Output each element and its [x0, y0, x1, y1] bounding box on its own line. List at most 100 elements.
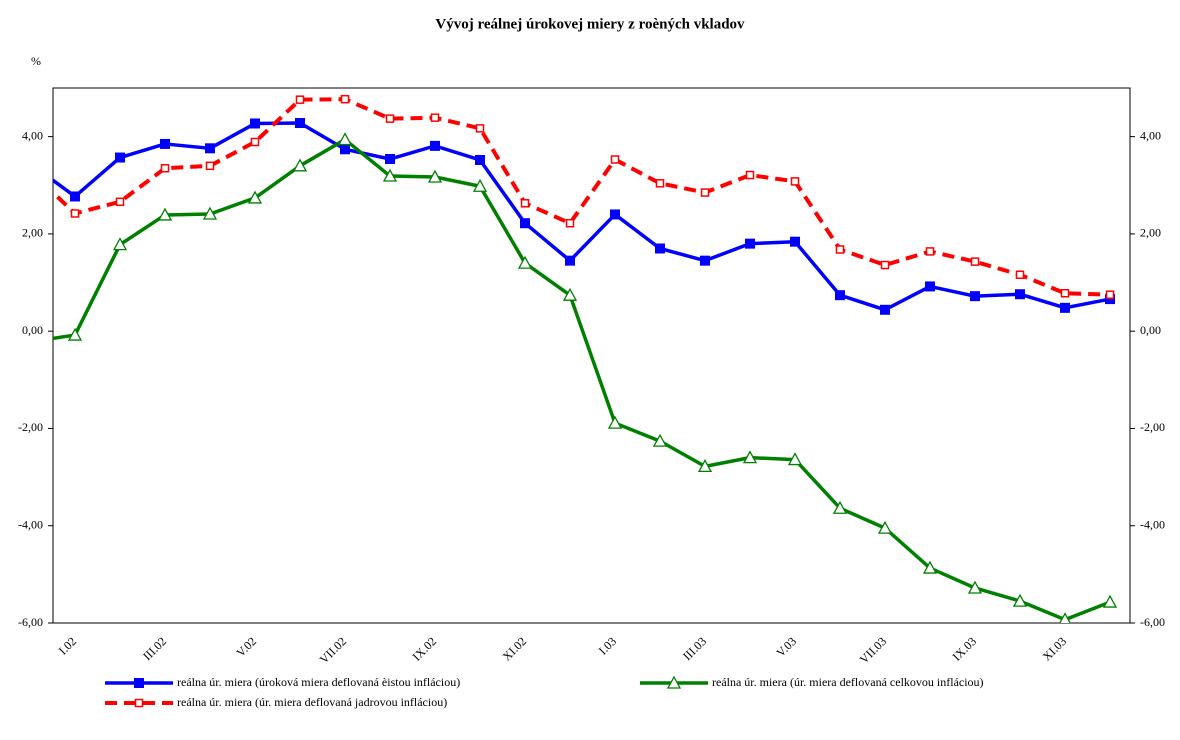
y2-tick-label: -2,00	[1140, 420, 1165, 434]
x-tick-label: III.02	[140, 634, 169, 663]
point	[25, 158, 35, 168]
x-tick-label: V.03	[774, 634, 800, 660]
point	[745, 238, 755, 249]
legend-label: reálna úr. miera (úroková miera deflovan…	[177, 675, 460, 689]
point	[115, 197, 125, 207]
point	[1102, 594, 1118, 608]
point	[250, 118, 260, 129]
point	[430, 113, 440, 122]
point	[790, 177, 800, 186]
point	[790, 236, 800, 247]
point	[700, 188, 710, 197]
point	[835, 290, 845, 301]
point	[295, 95, 305, 104]
point	[1012, 593, 1028, 607]
point	[1105, 290, 1115, 299]
legend-label: reálna úr. miera (úr. miera deflovaná ce…	[712, 675, 984, 689]
point	[340, 144, 350, 155]
point	[205, 143, 215, 154]
point	[520, 199, 530, 208]
point	[787, 452, 803, 466]
point	[247, 190, 263, 204]
y-tick-label: 4,00	[22, 128, 43, 142]
point	[925, 247, 935, 256]
point	[922, 560, 938, 574]
point	[697, 459, 713, 473]
point	[295, 118, 305, 129]
point	[517, 255, 533, 269]
x-tick-label: IX.02	[410, 634, 439, 663]
y-tick-label: -4,00	[18, 517, 43, 531]
plot-frame	[52, 87, 1131, 624]
point	[880, 304, 890, 315]
legend-label: reálna úr. miera (úr. miera deflovaná ja…	[177, 695, 447, 709]
point	[430, 140, 440, 151]
y2-tick-label: 0,00	[1140, 323, 1161, 337]
y-tick-label: 2,00	[22, 226, 43, 240]
point	[655, 179, 665, 188]
point	[1060, 302, 1070, 313]
x-tick-label: XI.02	[500, 634, 529, 663]
point	[157, 207, 173, 221]
point	[205, 161, 215, 171]
legend-marker	[666, 675, 682, 689]
x-tick-label: V.02	[234, 634, 260, 660]
point	[27, 167, 34, 174]
point	[832, 500, 848, 514]
y-axis-label: %	[31, 54, 41, 68]
point	[160, 138, 170, 149]
series-line	[53, 137, 1111, 622]
point	[1015, 289, 1025, 300]
point	[562, 287, 578, 301]
x-tick-label: IX.03	[950, 634, 979, 663]
y-tick-label: -2,00	[18, 420, 43, 434]
point	[427, 169, 443, 183]
point	[202, 206, 218, 220]
point	[475, 154, 485, 165]
point	[742, 450, 758, 464]
point	[475, 124, 485, 133]
point	[1105, 294, 1115, 305]
point	[115, 152, 125, 163]
chart-title: Vývoj reálnej úrokovej miery z roèných v…	[435, 16, 745, 32]
x-tick-label: III.03	[680, 634, 709, 663]
point	[967, 580, 983, 594]
point	[970, 257, 980, 266]
point	[292, 158, 308, 172]
series-line	[53, 121, 1111, 312]
point	[565, 218, 575, 228]
point	[1060, 288, 1070, 298]
point	[385, 154, 395, 165]
point	[520, 218, 530, 229]
point	[880, 260, 890, 270]
point	[970, 291, 980, 302]
point	[745, 170, 755, 180]
point	[112, 237, 128, 251]
y2-tick-label: 4,00	[1140, 128, 1161, 142]
y2-tick-label: -6,00	[1140, 615, 1165, 629]
point	[610, 155, 620, 164]
point	[565, 255, 575, 266]
point	[70, 191, 80, 202]
point	[160, 164, 170, 173]
point	[24, 336, 36, 347]
x-tick-label: XI.03	[1040, 634, 1069, 663]
point	[382, 168, 398, 182]
y-tick-label: 0,00	[22, 323, 43, 337]
y2-tick-label: -4,00	[1140, 517, 1165, 531]
y2-tick-label: 2,00	[1140, 226, 1161, 240]
point	[472, 178, 488, 192]
point	[67, 327, 83, 341]
x-tick-label: I.03	[596, 634, 619, 657]
plot-area	[24, 94, 1118, 623]
point	[607, 415, 623, 429]
point	[250, 137, 260, 147]
point	[70, 209, 80, 218]
point	[925, 281, 935, 292]
point	[652, 433, 668, 447]
x-tick-label: I.02	[56, 634, 79, 657]
point	[700, 255, 710, 266]
point	[835, 245, 845, 254]
point	[610, 209, 620, 220]
